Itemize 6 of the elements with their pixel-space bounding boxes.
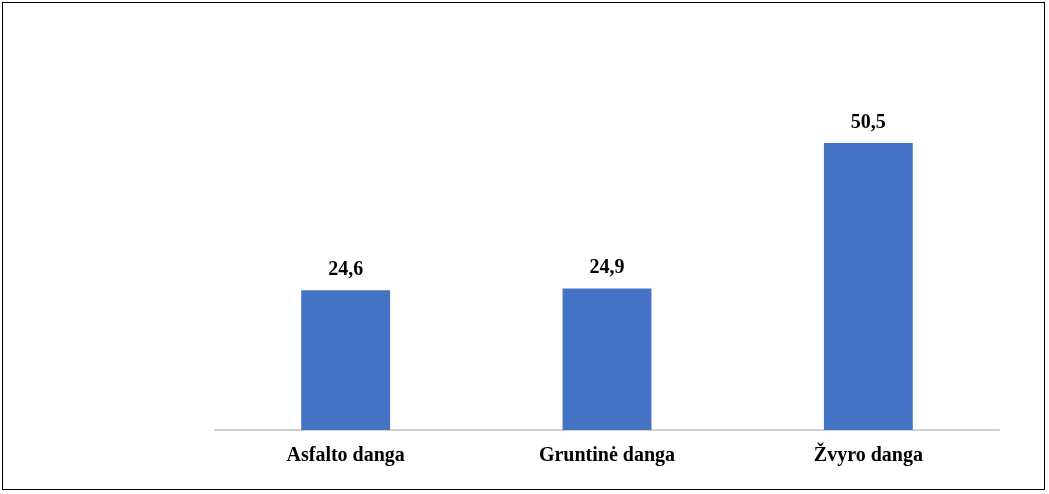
data-label: 50,5 <box>850 110 886 132</box>
x-tick-label: Gruntinė danga <box>538 443 676 466</box>
x-tick-label: Žvyro danga <box>813 442 923 466</box>
data-label: 24,6 <box>328 257 364 280</box>
data-label: 24,9 <box>589 255 625 278</box>
x-tick-label: Asfalto danga <box>286 443 405 466</box>
